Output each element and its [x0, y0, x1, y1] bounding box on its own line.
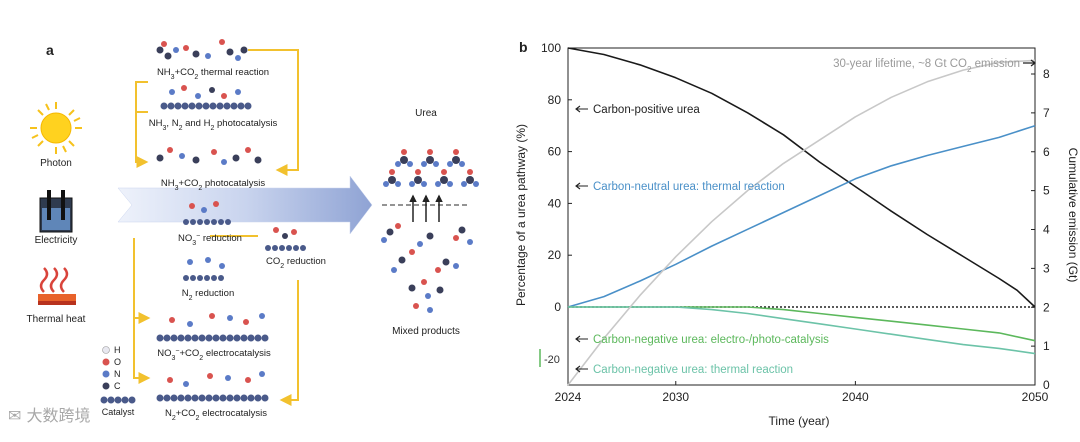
molecule-cluster-3: [156, 147, 262, 165]
y2-tick-label: 3: [1043, 261, 1050, 275]
watermark: ✉ 大数跨境: [8, 406, 91, 425]
catalyst-row-2: [156, 313, 269, 342]
label-carbon-positive-arrow: [575, 105, 588, 113]
panel-a-label: a: [46, 42, 54, 58]
panel-b-label: b: [519, 39, 528, 55]
y2-tick-label: 5: [1043, 184, 1050, 198]
urea-molecules: [383, 149, 479, 187]
sun-icon: [30, 102, 82, 154]
lifetime-annotation: 30-year lifetime, ~8 Gt CO2 emission: [833, 58, 1020, 74]
y2-tick-label: 4: [1043, 223, 1050, 237]
label-carbon-positive: Carbon-positive urea: [593, 104, 700, 116]
pathway-co2-reduction: CO2 reduction: [266, 256, 326, 270]
label-carbon-neutral-thermal: Carbon-neutral urea: thermal reaction: [593, 181, 785, 193]
cumulative-emission-line: [567, 59, 1036, 386]
label-carbon-negative-thermal: Carbon-negative urea: thermal reaction: [593, 364, 793, 376]
urea-label: Urea: [415, 108, 437, 119]
thermal-heat-label: Thermal heat: [27, 314, 86, 325]
y2-tick-label: 7: [1043, 106, 1050, 120]
electricity-label: Electricity: [35, 235, 78, 246]
carbon-negative-thermal-line: [568, 306, 1036, 355]
svg-text:N: N: [114, 369, 121, 379]
x-tick-label: 2030: [662, 390, 689, 404]
plot-frame: [567, 47, 1036, 386]
carbon-negative-electro-line: [568, 306, 1036, 342]
label-carbon-negative-electro: Carbon-negative urea: electro-/photo-cat…: [593, 334, 829, 346]
panel-b-chart: b 0 20 40 60 80 100 0 1 2 3 4 5 6 7 8 2024 2030 2040 2050 C…: [505, 0, 1080, 437]
svg-text:-20: -20: [544, 354, 560, 366]
y-tick-label: 60: [548, 145, 562, 159]
electrolyzer-icon: [39, 190, 73, 233]
catalyst-row-1: [160, 102, 252, 110]
label-carbon-negative-thermal-arrow: [575, 365, 588, 373]
svg-text:H: H: [114, 345, 121, 355]
carbon-neutral-thermal-line: [567, 124, 1036, 308]
y2-tick-label: 0: [1043, 378, 1050, 392]
y-tick-label: 40: [548, 196, 562, 210]
molecule-cluster-n2: [183, 257, 225, 281]
pathway-nh3-co2-thermal: NH3+CO2 thermal reaction: [157, 67, 269, 81]
molecule-cluster-co2: [265, 227, 306, 251]
neg-axis-marker: -20: [539, 349, 560, 367]
pathway-n2-reduction: N2 reduction: [182, 288, 235, 302]
y2-tick-label: 1: [1043, 339, 1050, 353]
pathway-no3-co2-electrocatalysis: NO3−+CO2 electrocatalysis: [157, 348, 271, 362]
y2-tick-label: 6: [1043, 145, 1050, 159]
label-carbon-neutral-thermal-arrow: [575, 182, 588, 190]
separation-arrows: [409, 194, 443, 222]
mixed-products-label: Mixed products: [392, 326, 460, 337]
pathway-flow-arrows: [133, 49, 299, 406]
pathway-n2-co2-electrocatalysis: N2+CO2 electrocatalysis: [165, 408, 267, 422]
atom-legend: H O N C Catalyst: [100, 345, 136, 417]
y-tick-label: 100: [541, 41, 561, 55]
y-tick-label: 80: [548, 93, 562, 107]
y2-axis-title: Cumulative emission (Gt): [1066, 148, 1080, 283]
svg-text:C: C: [114, 381, 121, 391]
y-tick-label: 20: [548, 248, 562, 262]
molecule-cluster-top: [156, 39, 248, 61]
y-axis-title: Percentage of a urea pathway (%): [514, 124, 528, 306]
y2-tick-label: 2: [1043, 300, 1050, 314]
svg-text:Catalyst: Catalyst: [102, 407, 135, 417]
x-tick-label: 2050: [1022, 390, 1049, 404]
svg-text:O: O: [114, 357, 121, 367]
energy-input-arrow: [117, 175, 373, 235]
mixed-products-molecules: [381, 223, 473, 313]
label-carbon-negative-electro-arrow: [575, 335, 588, 343]
carbon-positive-line: [567, 47, 1036, 308]
y-tick-label: 0: [554, 300, 561, 314]
molecule-cluster-no3: [183, 201, 231, 225]
molecule-cluster-2: [169, 85, 241, 99]
x-axis-title: Time (year): [769, 414, 830, 428]
photon-label: Photon: [40, 158, 72, 169]
panel-a-schematic: a Photon Electricity Thermal heat: [0, 0, 505, 437]
x-tick-label: 2040: [842, 390, 869, 404]
panel-a-svg: a Photon Electricity Thermal heat: [27, 39, 479, 422]
thermal-heat-icon: [38, 267, 76, 305]
pathway-nh3-n2-h2-photocatalysis: NH3, N2 and H2 photocatalysis: [149, 118, 278, 132]
x-tick-label: 2024: [555, 390, 582, 404]
y2-tick-label: 8: [1043, 67, 1050, 81]
lifetime-annotation-arrow: [1023, 59, 1036, 67]
pathway-no3-reduction: NO3− reduction: [178, 233, 242, 247]
catalyst-row-3: [156, 371, 269, 402]
series-layer: [567, 47, 1036, 386]
pathway-nh3-co2-photocatalysis: NH3+CO2 photocatalysis: [161, 178, 265, 192]
